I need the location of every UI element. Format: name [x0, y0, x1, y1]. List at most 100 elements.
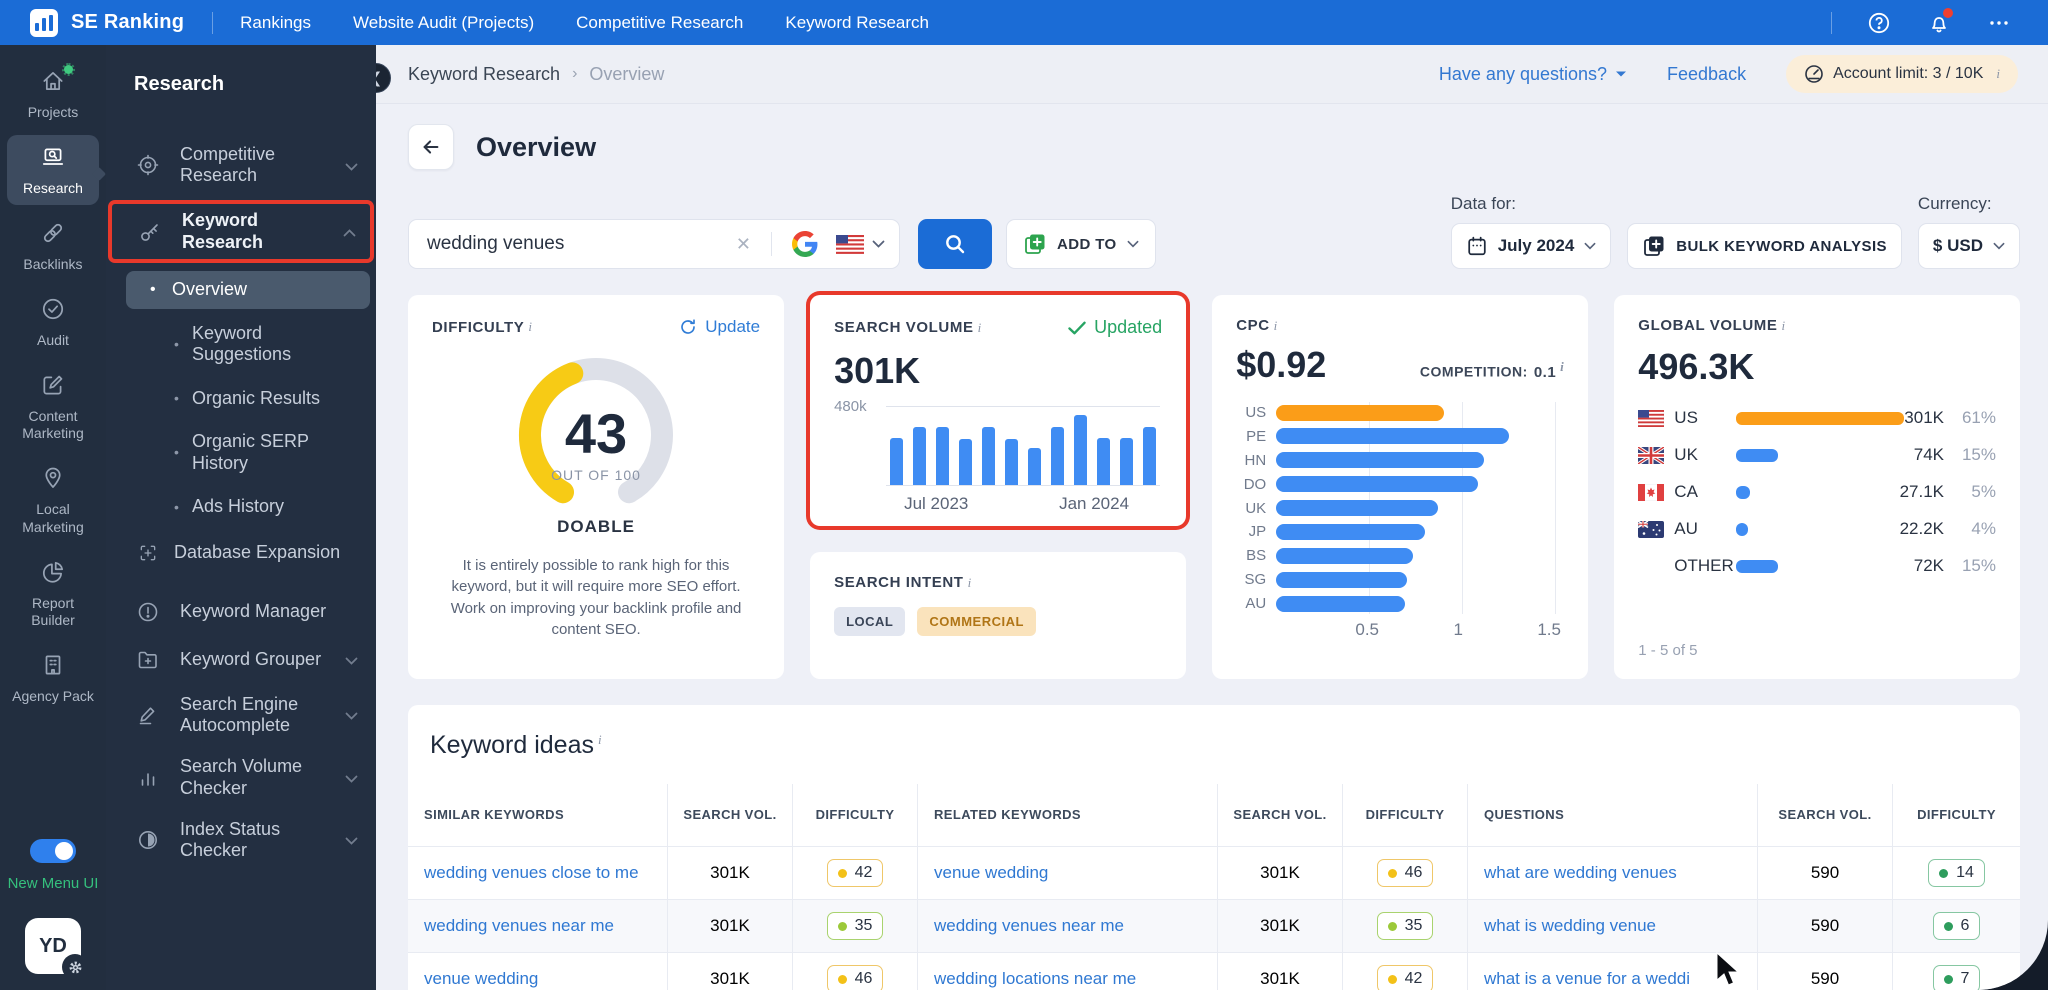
- panel-title: Research: [134, 73, 225, 95]
- more-icon[interactable]: [1986, 10, 2012, 36]
- table-row-keyword: wedding venues near me: [408, 899, 668, 952]
- bulk-keyword-analysis-button[interactable]: BULK KEYWORD ANALYSIS: [1627, 223, 1902, 269]
- difficulty-badge: 6: [1932, 912, 1981, 940]
- help-icon[interactable]: [1866, 10, 1892, 36]
- volume-percent: 15%: [1961, 445, 1996, 464]
- country-code: UK: [1674, 445, 1698, 464]
- cpc-bar: [1276, 595, 1406, 612]
- have-questions-dropdown[interactable]: Have any questions?: [1439, 64, 1627, 85]
- menu-item-label: Keyword Manager: [180, 601, 327, 622]
- info-icon: i: [1781, 317, 1786, 333]
- add-to-button[interactable]: ADD TO: [1006, 219, 1156, 269]
- menu-item-search-engine-autocomplete[interactable]: Search Engine Autocomplete: [110, 688, 372, 742]
- table-row-difficulty: 42: [1343, 952, 1468, 990]
- sidebar-item-content-marketing[interactable]: Content Marketing: [7, 363, 99, 450]
- date-dropdown[interactable]: July 2024: [1450, 223, 1612, 269]
- menu-item-keyword-suggestions[interactable]: • Keyword Suggestions: [110, 317, 372, 371]
- menu-item-organic-results[interactable]: • Organic Results: [110, 379, 372, 417]
- cpc-card: CPC i $0.92 COMPETITION: 0.1 i US PE HN DO UK JP…: [1212, 295, 1589, 679]
- table-row-keyword: venue wedding: [408, 952, 668, 990]
- sidebar-item-agency-pack[interactable]: Agency Pack: [7, 643, 99, 713]
- global-volume-row-ca: CA 27.1K 5%: [1638, 482, 1996, 502]
- menu-item-keyword-manager[interactable]: Keyword Manager: [110, 592, 372, 632]
- info-icon: i: [597, 731, 602, 747]
- keyword-link[interactable]: wedding venues near me: [424, 916, 614, 935]
- currency-dropdown[interactable]: $ USD: [1917, 223, 2020, 269]
- top-nav-item-website-audit-projects-[interactable]: Website Audit (Projects): [353, 12, 535, 32]
- x-tick: 1: [1453, 620, 1463, 639]
- search-button[interactable]: [918, 219, 992, 269]
- link-icon: [40, 220, 66, 251]
- column-header-search-vol-: SEARCH VOL.: [1218, 784, 1343, 846]
- sidebar-item-backlinks[interactable]: Backlinks: [7, 211, 99, 281]
- keyword-ideas-table: SIMILAR KEYWORDS SEARCH VOL. DIFFICULTY REL…: [408, 784, 2020, 990]
- intent-badge-commercial: COMMERCIAL: [917, 607, 1036, 636]
- account-limit-badge[interactable]: Account limit: 3 / 10K i: [1786, 55, 2018, 93]
- menu-item-search-volume-checker[interactable]: Search Volume Checker: [110, 750, 372, 804]
- menu-item-database-expansion[interactable]: Database Expansion: [110, 534, 372, 572]
- update-link[interactable]: Update: [679, 317, 760, 337]
- new-menu-toggle[interactable]: [30, 839, 76, 863]
- difficulty-dot: [1387, 921, 1397, 931]
- menu-item-label: Database Expansion: [174, 542, 341, 563]
- sidebar-item-label: Report Builder: [31, 594, 75, 628]
- volume-bar: [1097, 437, 1111, 485]
- top-nav-item-rankings[interactable]: Rankings: [240, 12, 312, 32]
- table-row-volume: 590: [1758, 899, 1893, 952]
- keyword-search-field: ✕: [408, 219, 900, 269]
- keyword-link[interactable]: what is wedding venue: [1484, 916, 1657, 935]
- top-nav-item-keyword-research[interactable]: Keyword Research: [785, 12, 929, 32]
- cpc-bar: [1276, 428, 1510, 445]
- user-avatar[interactable]: YD: [25, 918, 88, 980]
- cpc-row-us: US: [1245, 404, 1558, 421]
- sidebar-item-audit[interactable]: Audit: [7, 287, 99, 357]
- difficulty-gauge: 43 OUT OF 100: [506, 349, 686, 507]
- table-row-difficulty: 35: [1343, 899, 1468, 952]
- menu-item-organic-serp-history[interactable]: • Organic SERP History: [110, 425, 372, 479]
- bullet-icon: •: [174, 335, 179, 352]
- global-volume-value: 496.3K: [1638, 346, 1755, 387]
- sidebar-item-research[interactable]: Research: [7, 135, 99, 206]
- keyword-link[interactable]: wedding venues near me: [934, 916, 1124, 935]
- sidebar-item-local-marketing[interactable]: Local Marketing: [7, 456, 99, 543]
- difficulty-outof: OUT OF 100: [551, 467, 641, 483]
- keyword-link[interactable]: what is a venue for a weddi: [1484, 969, 1691, 988]
- keyword-link[interactable]: what are wedding venues: [1484, 863, 1677, 882]
- keyword-link[interactable]: wedding locations near me: [934, 969, 1137, 988]
- alert-circle-icon: [136, 600, 162, 624]
- half-circle-icon: [136, 828, 162, 852]
- menu-item-keyword-grouper[interactable]: Keyword Grouper: [110, 640, 372, 680]
- pagination-info: 1 - 5 of 5: [1638, 642, 1698, 659]
- search-volume-value: 301K: [834, 350, 921, 391]
- difficulty-number: 6: [1960, 917, 1970, 934]
- top-nav-item-competitive-research[interactable]: Competitive Research: [576, 12, 744, 32]
- sidebar-item-report-builder[interactable]: Report Builder: [7, 550, 99, 637]
- notifications-bell-icon[interactable]: [1926, 7, 1953, 36]
- menu-item-overview[interactable]: • Overview: [126, 270, 370, 309]
- search-db-chevron-icon[interactable]: [872, 240, 885, 248]
- keyword-link[interactable]: wedding venues close to me: [424, 863, 639, 882]
- back-button[interactable]: [408, 124, 454, 170]
- pie-icon: [40, 559, 66, 590]
- menu-item-competitive-research[interactable]: Competitive Research: [110, 138, 372, 192]
- global-volume-row-au: AU 22.2K 4%: [1638, 519, 1996, 539]
- feedback-link[interactable]: Feedback: [1667, 63, 1747, 84]
- difficulty-badge: 35: [1376, 912, 1434, 940]
- breadcrumb-section[interactable]: Keyword Research: [408, 63, 561, 84]
- pencil-line-icon: [136, 703, 162, 727]
- settings-gear-icon[interactable]: [62, 954, 88, 980]
- search-input[interactable]: [409, 233, 726, 255]
- volume-bar: [1028, 447, 1042, 485]
- sidebar-item-label: Content Marketing: [22, 408, 84, 442]
- clear-icon[interactable]: ✕: [735, 233, 751, 254]
- chevron-down-icon: [1993, 242, 2005, 250]
- icon-sidebar: Projects Research Backlinks Audit Content Ma…: [0, 45, 106, 990]
- sidebar-item-projects[interactable]: Projects: [7, 59, 99, 129]
- menu-item-label: Competitive Research: [180, 144, 276, 186]
- menu-item-keyword-research[interactable]: Keyword Research: [112, 204, 370, 258]
- keyword-link[interactable]: venue wedding: [424, 969, 539, 988]
- menu-item-ads-history[interactable]: • Ads History: [110, 488, 372, 526]
- keyword-link[interactable]: venue wedding: [934, 863, 1049, 882]
- menu-item-index-status-checker[interactable]: Index Status Checker: [110, 813, 372, 867]
- logo[interactable]: SE Ranking: [0, 8, 184, 37]
